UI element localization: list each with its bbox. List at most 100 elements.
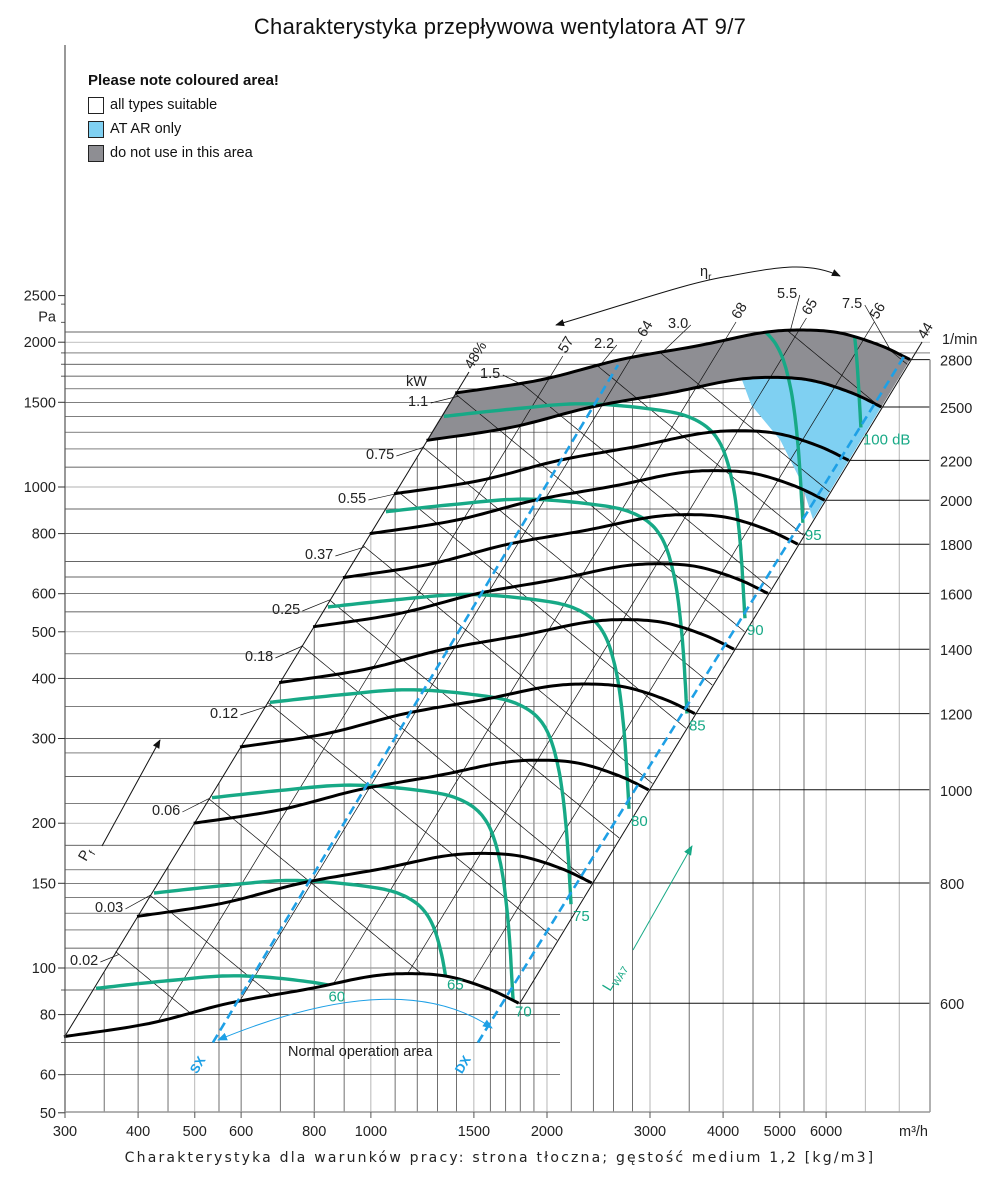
speed-curve xyxy=(426,375,882,442)
power-label: 0.75 xyxy=(366,447,394,463)
symbol-sub: r xyxy=(708,272,712,283)
pressure-symbol: Pf xyxy=(76,845,99,865)
sound-level-label: 75 xyxy=(573,908,590,925)
power-label: 7.5 xyxy=(842,296,862,312)
efficiency-label: 57 xyxy=(556,334,578,356)
power-line xyxy=(63,330,911,933)
power-line xyxy=(512,330,911,387)
speed-label: 2500 xyxy=(940,401,972,417)
efficiency-line xyxy=(407,317,807,975)
legend-item-all-types: all types suitable xyxy=(88,93,279,117)
efficiency-line xyxy=(519,341,923,1004)
power-label: 0.37 xyxy=(305,547,333,563)
symbol-main: P xyxy=(76,848,95,864)
x-tick-label: 1500 xyxy=(458,1124,490,1140)
legend-item-ar-only: AT AR only xyxy=(88,117,279,141)
power-label: 0.25 xyxy=(272,602,300,618)
power-label: 1.1 xyxy=(408,394,428,410)
sound-level-label: 100 dB xyxy=(863,432,911,449)
y-tick-label: 50 xyxy=(40,1106,56,1122)
sound-level-label: 70 xyxy=(515,1004,532,1021)
x-tick-label: 300 xyxy=(53,1124,77,1140)
power-leader-line xyxy=(335,546,365,557)
dx-line xyxy=(476,354,906,1044)
y-tick-label: 2000 xyxy=(24,335,56,351)
power-label: 5.5 xyxy=(777,286,797,302)
speed-label: 2000 xyxy=(940,494,972,510)
efficiency-label: 64 xyxy=(635,318,657,340)
curves xyxy=(63,266,930,1044)
sound-level-curve xyxy=(327,592,631,809)
sound-level-label: 60 xyxy=(328,989,345,1006)
legend: Please note coloured area! all types sui… xyxy=(88,72,279,165)
power-line xyxy=(63,906,311,1037)
sound-level-arrow xyxy=(632,845,693,951)
y-tick-label: 2500 xyxy=(24,289,56,305)
power-label: 2.2 xyxy=(594,336,614,352)
sound-level-label: 95 xyxy=(805,527,822,544)
do-not-use-region xyxy=(426,330,911,441)
power-line xyxy=(434,330,911,452)
y-tick-label: 150 xyxy=(32,876,56,892)
efficiency-arrow xyxy=(555,266,841,327)
symbol-sub: f xyxy=(87,849,98,857)
speed-curve xyxy=(312,562,769,629)
power-label: 0.55 xyxy=(338,491,366,507)
normal-operation-label: Normal operation area xyxy=(288,1044,433,1060)
normal-operation-arrow xyxy=(217,998,493,1041)
power-label: 1.5 xyxy=(480,366,500,382)
y-tick-label: 200 xyxy=(32,816,56,832)
sound-level-curve xyxy=(269,688,573,905)
y-unit-label: Pa xyxy=(38,310,57,326)
speed-label: 1200 xyxy=(940,708,972,724)
power-leader-line xyxy=(302,599,330,612)
x-tick-label: 5000 xyxy=(764,1124,796,1140)
sound-symbol: LWA7 xyxy=(600,960,632,995)
y-tick-label: 300 xyxy=(32,732,56,748)
power-and-efficiency-lines xyxy=(63,294,923,1037)
y-tick-label: 1500 xyxy=(24,395,56,411)
x-tick-label: 400 xyxy=(126,1124,150,1140)
speed-label: 600 xyxy=(940,997,964,1013)
power-leader-line xyxy=(396,447,424,457)
efficiency-line xyxy=(157,355,564,1023)
legend-swatch-blue xyxy=(88,120,104,138)
legend-label: AT AR only xyxy=(110,121,182,137)
legend-swatch-white xyxy=(88,96,104,114)
sx-line-label: SX xyxy=(187,1053,209,1076)
speed-curve xyxy=(393,429,850,496)
sound-level-label: 90 xyxy=(747,622,764,639)
efficiency-line xyxy=(239,339,643,1002)
sound-level-curve xyxy=(501,330,805,523)
power-label: 0.02 xyxy=(70,953,98,969)
power-label: 3.0 xyxy=(668,316,688,332)
sound-level-label: 80 xyxy=(631,813,648,830)
legend-item-do-not-use: do not use in this area xyxy=(88,141,279,165)
chart-title: Charakterystyka przepływowa wentylatora … xyxy=(253,14,747,39)
power-unit-label: kW xyxy=(406,374,427,390)
speed-label: 1600 xyxy=(940,587,972,603)
efficiency-label: 44 xyxy=(915,320,937,342)
speed-curve xyxy=(278,618,735,685)
sound-level-curve xyxy=(443,402,747,619)
sound-level-label: 65 xyxy=(447,977,464,994)
x-tick-label: 500 xyxy=(183,1124,207,1140)
chart-caption: Charakterystyka dla warunków pracy: stro… xyxy=(124,1150,876,1166)
x-tick-label: 3000 xyxy=(634,1124,666,1140)
symbol-main: η xyxy=(700,264,708,280)
y-tick-label: 600 xyxy=(32,587,56,603)
x-tick-label: 4000 xyxy=(707,1124,739,1140)
axes xyxy=(58,45,931,1118)
dx-line-label: DX xyxy=(452,1053,474,1077)
power-leader-line xyxy=(430,395,459,404)
legend-heading: Please note coloured area! xyxy=(88,72,279,89)
power-line xyxy=(282,330,911,579)
speed-curve xyxy=(239,682,696,749)
speed-curve xyxy=(342,513,799,580)
power-label: 0.06 xyxy=(152,803,180,819)
power-leader-line xyxy=(275,645,303,659)
y-tick-label: 400 xyxy=(32,671,56,687)
efficiency-label: 68 xyxy=(729,300,751,322)
